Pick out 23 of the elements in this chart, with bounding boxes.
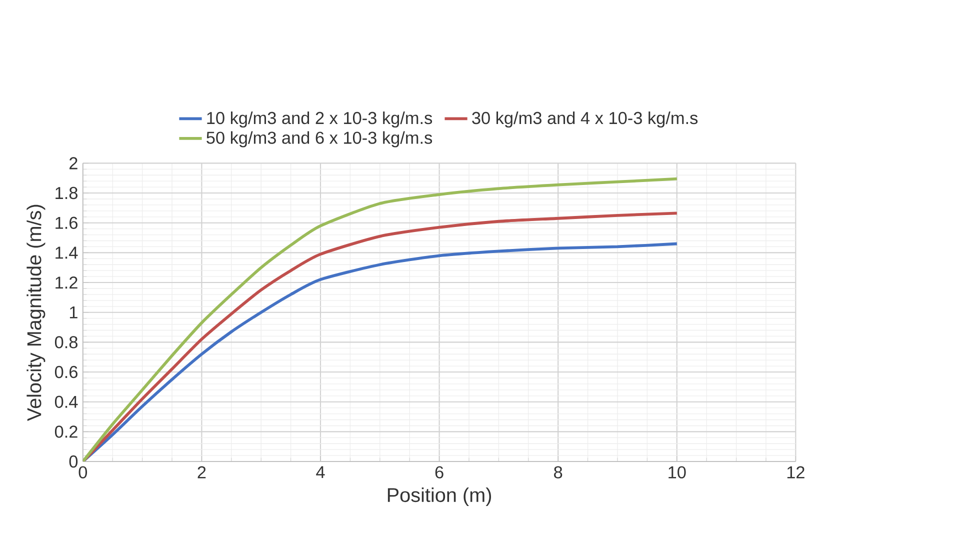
y-tick-label: 1.2 (56, 276, 78, 288)
x-tick-label: 6 (435, 466, 444, 478)
y-tick-label: 1 (70, 306, 78, 318)
x-tick-label: 2 (198, 466, 206, 478)
legend-label: 10 kg/m3 and 2 x 10-3 kg/m.s (207, 111, 432, 128)
x-tick-label: 0 (78, 466, 88, 478)
legend-label: 30 kg/m3 and 4 x 10-3 kg/m.s (472, 111, 698, 128)
y-tick-label: 0.6 (54, 366, 78, 378)
legend-label: 50 kg/m3 and 6 x 10-3 kg/m.s (206, 131, 432, 148)
y-tick-label: 0 (69, 455, 78, 468)
y-axis-title: Velocity Magnitude (m/s) (26, 204, 46, 421)
x-tick-label: 4 (316, 466, 325, 478)
y-tick-label: 0.4 (54, 396, 78, 408)
x-tick-label: 10 (668, 466, 686, 478)
y-tick-label: 1.4 (56, 246, 78, 259)
x-tick-label: 8 (554, 466, 562, 478)
y-tick-label: 1.6 (56, 216, 78, 229)
y-tick-label: 2 (70, 157, 78, 170)
x-tick-label: 12 (787, 466, 804, 478)
x-axis-title: Position (m) (388, 487, 492, 506)
y-tick-label: 0.2 (54, 426, 78, 438)
y-tick-label: 0.8 (54, 336, 78, 348)
y-tick-label: 1.8 (56, 186, 78, 200)
